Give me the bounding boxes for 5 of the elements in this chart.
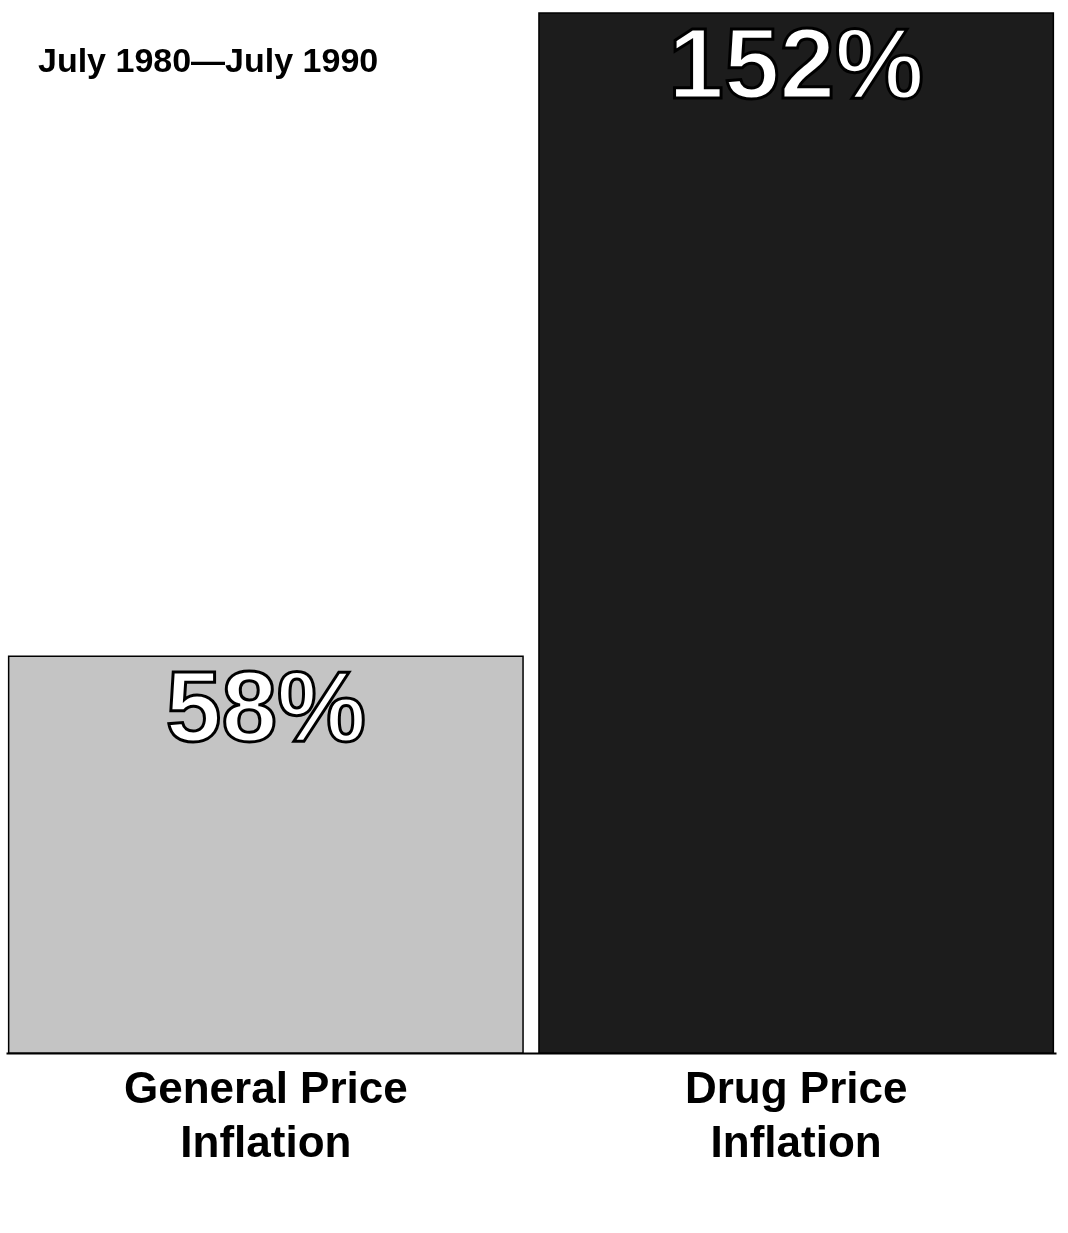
x-tick-label: Drug Price Inflation [684, 1062, 908, 1166]
x-tick-label: General Price Inflation [123, 1062, 408, 1166]
text: July 1980—July 1990 [38, 41, 379, 79]
data-label: 58% [165, 650, 366, 763]
data-label: 152% [668, 7, 925, 119]
